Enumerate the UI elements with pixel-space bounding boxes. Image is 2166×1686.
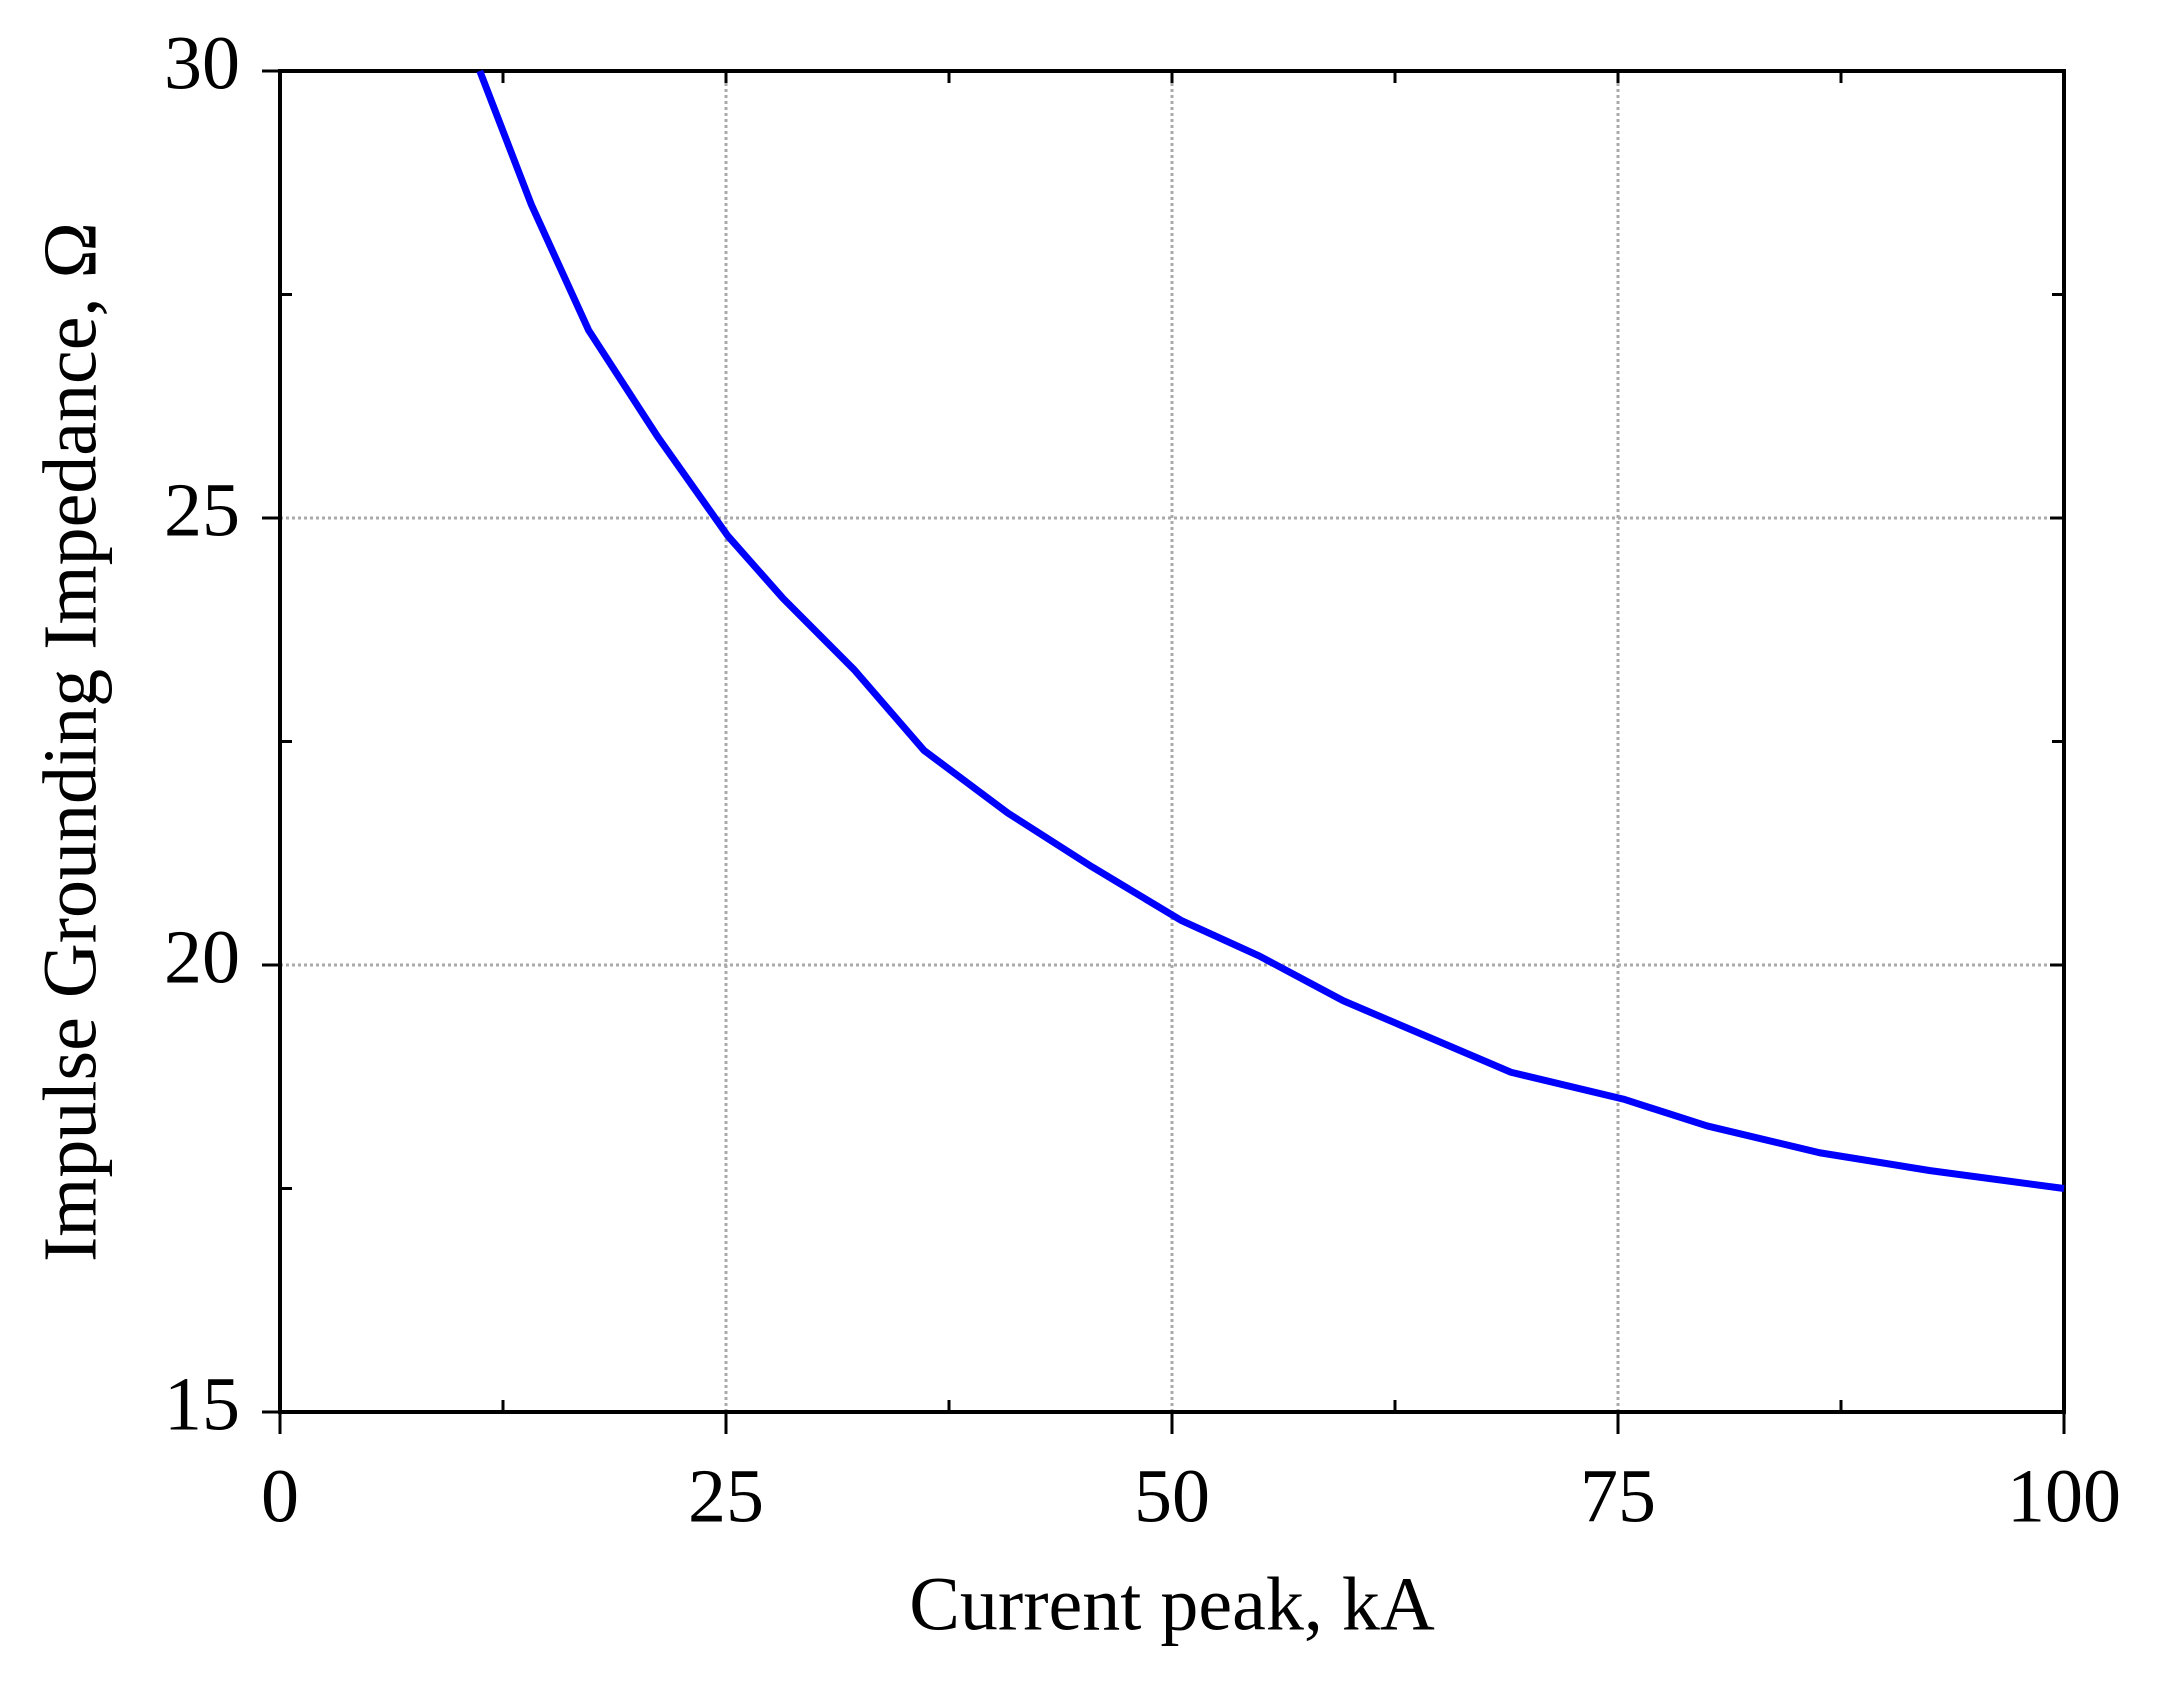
x-tick-label: 50 <box>1134 1454 1210 1538</box>
y-tick-label: 25 <box>164 468 240 552</box>
y-tick-label: 30 <box>164 21 240 105</box>
x-tick-label: 100 <box>2007 1454 2121 1538</box>
plot-frame <box>278 69 2066 1414</box>
x-tick-label: 0 <box>261 1454 299 1538</box>
y-tick-label: 15 <box>164 1362 240 1446</box>
x-axis-label: Current peak, kA <box>909 1562 1435 1646</box>
line-series <box>476 69 2065 1192</box>
y-axis-label: Impulse Grounding Impedance, Ω <box>28 222 112 1262</box>
x-tick-label: 25 <box>688 1454 764 1538</box>
y-tick-label: 20 <box>164 915 240 999</box>
x-tick-label: 75 <box>1580 1454 1656 1538</box>
